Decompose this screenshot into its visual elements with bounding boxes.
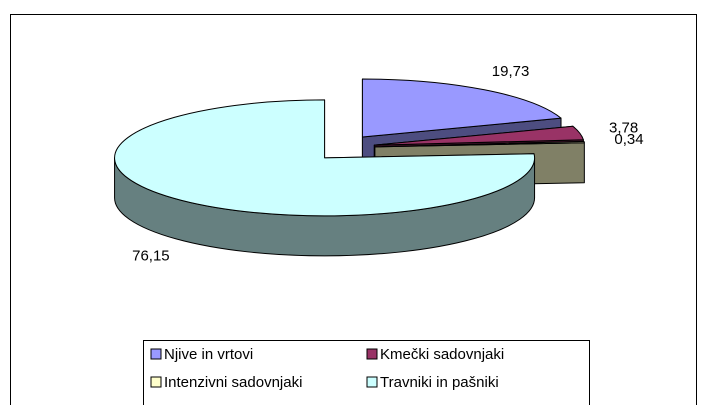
- legend-swatch: [366, 376, 378, 388]
- legend-swatch: [150, 376, 162, 388]
- pie-slice: [114, 99, 536, 257]
- pie-slice-top: [361, 78, 562, 138]
- pie-slice-top: [373, 125, 584, 146]
- data-label: 19,73: [492, 63, 530, 80]
- pie-slice-top: [114, 99, 536, 217]
- legend-label: Kmečki sadovnjaki: [380, 346, 504, 363]
- data-label: 76,15: [132, 247, 170, 264]
- legend-label: Intenzivni sadovnjaki: [164, 374, 302, 391]
- pie-slice-top: [374, 140, 585, 148]
- data-label: 3,78: [609, 119, 638, 136]
- legend-swatch: [150, 348, 162, 360]
- legend-label: Travniki in pašniki: [380, 374, 499, 391]
- legend-swatch: [366, 348, 378, 360]
- legend-label: Njive in vrtovi: [164, 346, 253, 363]
- data-label: 0,34: [614, 131, 643, 148]
